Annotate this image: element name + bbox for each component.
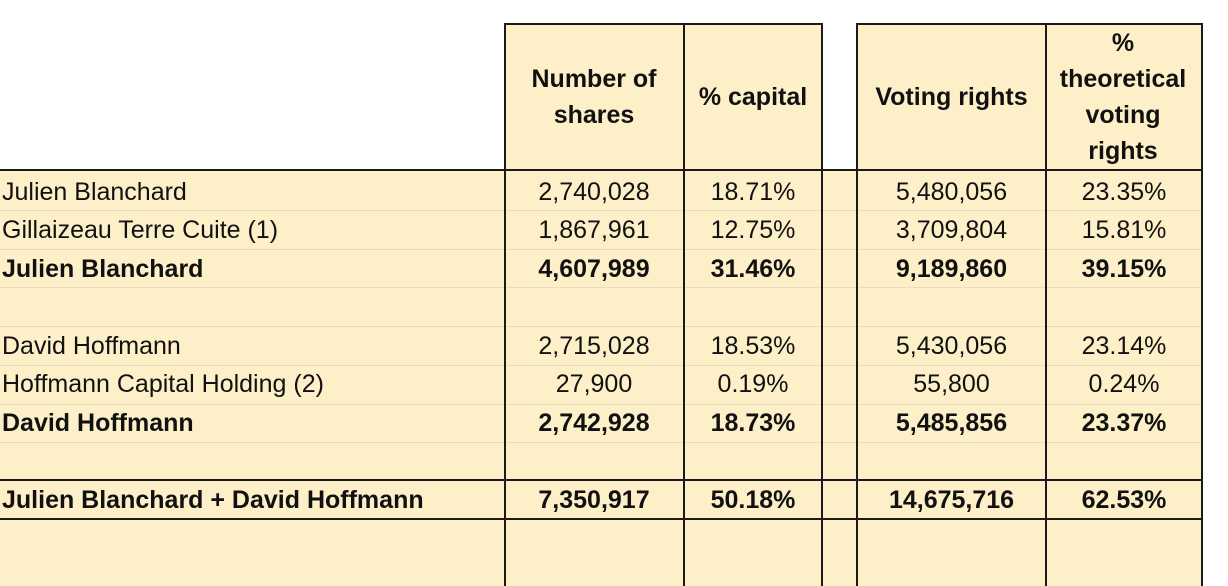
spacer-column-background [822,170,857,586]
voting-rights-cell: 55,800 [913,370,990,398]
capital-cell: 18.53% [710,332,796,360]
voting-rights-cell: 5,430,056 [895,332,1008,360]
column-border [1201,23,1203,586]
total-shares-cell: 7,350,917 [538,486,650,514]
row-divider [0,210,1202,211]
total-bottom-border [0,518,1203,520]
total-theoretical-voting-cell: 62.53% [1081,486,1167,514]
row-divider [0,249,1202,250]
subtotal-voting-rights-cell: 5,485,856 [895,409,1008,437]
subtotal-capital-cell: 31.46% [710,255,796,283]
header-pct-capital: % capital [698,83,808,111]
holder-label: David Hoffmann [2,332,181,360]
voting-rights-cell: 3,709,804 [895,216,1008,244]
theoretical-voting-cell: 0.24% [1088,370,1160,398]
capital-cell: 12.75% [710,216,796,244]
row-divider [0,287,1202,288]
table-top-border [856,23,1203,25]
theoretical-voting-cell: 23.14% [1081,332,1167,360]
row-divider [0,404,1202,405]
subtotal-theoretical-voting-cell: 23.37% [1081,409,1167,437]
column-border [683,23,685,586]
subtotal-theoretical-voting-cell: 39.15% [1081,255,1167,283]
column-border [504,23,506,586]
header-pct-theoretical-voting-rights: % theoretical voting rights [1059,29,1187,165]
shares-cell: 2,740,028 [538,178,650,206]
row-divider [0,326,1202,327]
header-number-of-shares: Number of shares [531,65,657,129]
header-voting-rights: Voting rights [875,83,1028,111]
subtotal-label: Julien Blanchard [2,255,204,283]
total-label: Julien Blanchard + David Hoffmann [2,486,424,514]
theoretical-voting-cell: 23.35% [1081,178,1167,206]
subtotal-voting-rights-cell: 9,189,860 [895,255,1008,283]
subtotal-capital-cell: 18.73% [710,409,796,437]
label-column-background [0,170,505,586]
shares-cell: 1,867,961 [538,216,650,244]
column-border [856,23,858,586]
column-border [1045,23,1047,586]
column-border [821,23,823,586]
row-divider [0,365,1202,366]
subtotal-label: David Hoffmann [2,409,194,437]
left-block-background [505,24,822,586]
capital-cell: 0.19% [717,370,789,398]
subtotal-shares-cell: 4,607,989 [538,255,650,283]
theoretical-voting-cell: 15.81% [1081,216,1167,244]
shares-cell: 27,900 [555,370,633,398]
shares-cell: 2,715,028 [538,332,650,360]
subtotal-shares-cell: 2,742,928 [538,409,650,437]
total-capital-cell: 50.18% [710,486,796,514]
voting-rights-cell: 5,480,056 [895,178,1008,206]
total-top-border [0,479,1203,481]
holder-label: Gillaizeau Terre Cuite (1) [2,216,279,244]
row-divider [0,442,1202,443]
header-bottom-border [0,169,1203,171]
holder-label: Hoffmann Capital Holding (2) [2,370,324,398]
table-top-border [504,23,823,25]
total-voting-rights-cell: 14,675,716 [888,486,1015,514]
right-block-background [857,24,1202,586]
holder-label: Julien Blanchard [2,178,187,206]
capital-cell: 18.71% [710,178,796,206]
